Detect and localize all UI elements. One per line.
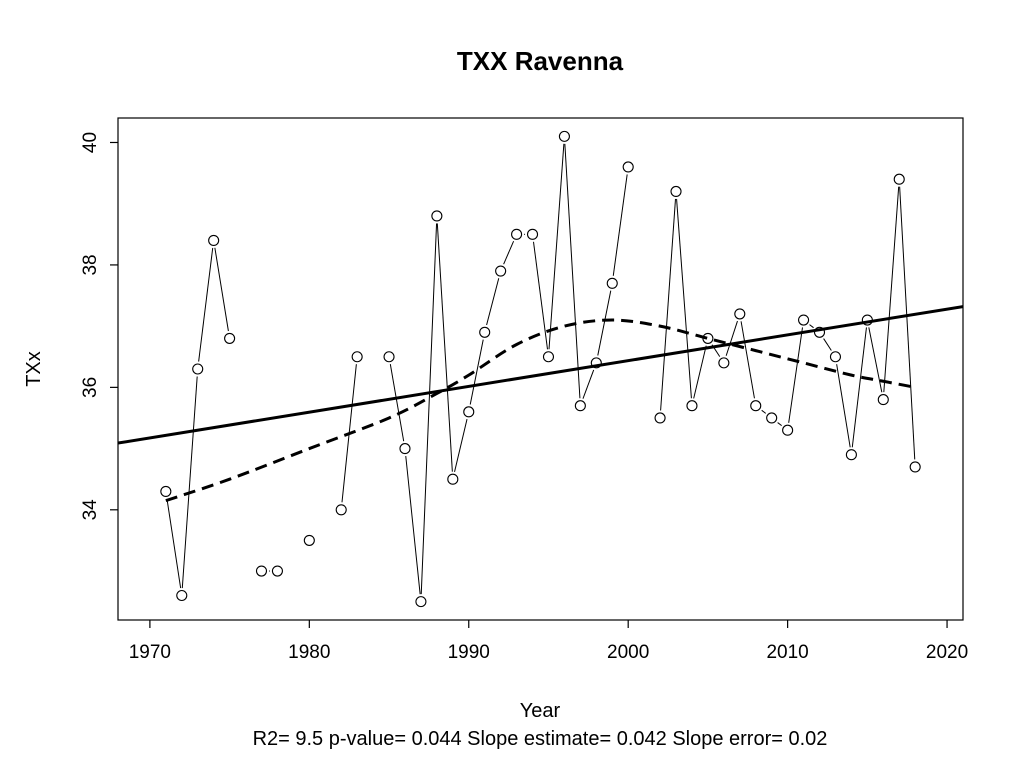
data-point (782, 424, 794, 436)
regression-stats: R2= 9.5 p-value= 0.044 Slope estimate= 0… (253, 728, 828, 750)
observed-series (160, 130, 921, 608)
plot-frame (117, 117, 964, 621)
data-point (686, 400, 698, 412)
observed-segment (198, 247, 214, 362)
observed-segment (533, 241, 548, 350)
smoothed-curve (165, 318, 916, 503)
x-tick-label: 2020 (926, 642, 968, 663)
y-tick-label: 40 (80, 132, 101, 153)
observed-segment (693, 345, 707, 399)
observed-segment (836, 364, 851, 448)
observed-segment (809, 324, 814, 329)
observed-segment (823, 338, 832, 351)
trend-line (118, 305, 963, 445)
y-tick-label: 34 (80, 499, 101, 521)
data-point (798, 314, 810, 326)
chart-title: TXX Ravenna (457, 46, 624, 76)
data-point (271, 565, 283, 577)
data-point (335, 504, 347, 516)
data-point (399, 443, 411, 455)
x-axis: 1970 1980 1990 2000 2010 2020 (129, 620, 968, 663)
data-point (192, 363, 204, 375)
data-point (479, 326, 491, 338)
y-axis-label: TXx (23, 351, 45, 387)
data-point (734, 308, 746, 320)
x-tick-label: 2010 (766, 642, 808, 663)
observed-segment (486, 278, 500, 326)
data-point (447, 473, 459, 485)
data-point (351, 351, 363, 363)
data-point (255, 565, 268, 577)
data-point (606, 277, 618, 289)
x-axis-label: Year (520, 700, 561, 722)
data-point (766, 412, 778, 424)
data-point (495, 265, 507, 277)
data-point (224, 332, 236, 344)
observed-segment (883, 186, 900, 393)
observed-segment (612, 174, 628, 276)
data-point (383, 351, 395, 363)
observed-segment (851, 327, 867, 448)
y-tick-label: 36 (80, 377, 101, 398)
data-point (463, 406, 475, 418)
data-point (208, 234, 220, 246)
data-point (622, 161, 634, 173)
observed-segment (420, 223, 438, 595)
x-tick-label: 2000 (607, 642, 649, 663)
observed-segment (788, 327, 803, 423)
data-point (654, 412, 666, 424)
data-point (511, 228, 523, 240)
observed-segment (740, 321, 755, 399)
observed-segment (469, 339, 484, 405)
observed-segment (436, 223, 453, 472)
data-point (526, 228, 539, 240)
observed-segment (761, 409, 767, 414)
observed-segment (389, 364, 405, 442)
data-point (415, 596, 427, 608)
x-tick-label: 1980 (288, 642, 330, 663)
observed-segment (597, 290, 612, 356)
observed-segment (166, 498, 182, 589)
observed-segment (777, 422, 782, 427)
data-point (558, 130, 570, 142)
observed-segment (214, 247, 229, 332)
data-point (845, 449, 857, 461)
observed-segment (405, 455, 421, 595)
data-point (750, 400, 762, 412)
data-point (574, 400, 586, 412)
data-point (431, 210, 443, 222)
observed-segment (181, 376, 198, 589)
observed-segment (503, 240, 515, 265)
observed-segment (725, 320, 738, 356)
x-tick-label: 1990 (448, 642, 490, 663)
observed-segment (868, 327, 883, 393)
data-point (829, 351, 842, 363)
observed-segment (548, 143, 565, 350)
series-layer (118, 130, 963, 608)
x-tick-label: 1970 (129, 642, 171, 663)
data-point (303, 534, 315, 546)
data-point (542, 351, 555, 363)
data-point (893, 173, 905, 185)
data-point (176, 589, 188, 602)
observed-segment (564, 143, 581, 399)
observed-segment (899, 186, 916, 460)
observed-segment (582, 369, 595, 399)
data-point (718, 357, 730, 369)
y-tick-label: 38 (80, 254, 101, 275)
observed-segment (676, 198, 692, 399)
y-axis: 34 36 38 40 (80, 132, 118, 520)
observed-segment (660, 198, 676, 411)
observed-segment (454, 419, 468, 473)
data-point (909, 461, 921, 473)
data-point (670, 185, 682, 198)
data-point (877, 394, 889, 406)
data-point (160, 485, 172, 497)
